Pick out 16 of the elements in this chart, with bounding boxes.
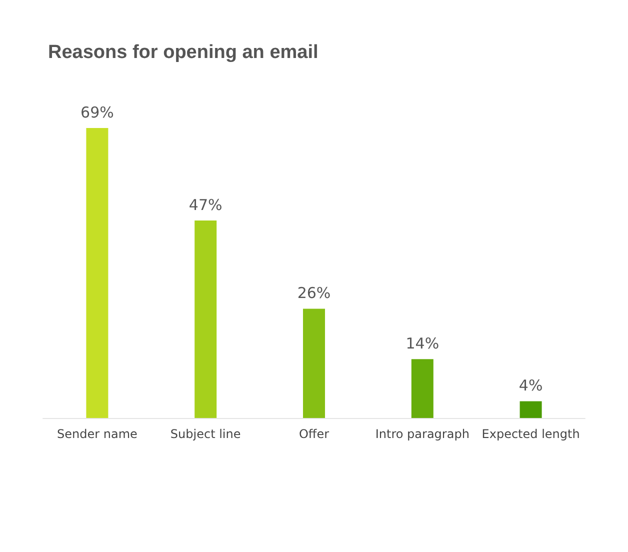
data-label: 14%: [406, 334, 440, 353]
bar: [411, 359, 434, 418]
x-tick-label: Offer: [298, 427, 330, 441]
data-label: 69%: [80, 104, 114, 122]
bar: [194, 220, 217, 418]
data-label: 4%: [518, 376, 543, 395]
x-tick-label: Intro paragraph: [375, 427, 470, 441]
bar: [303, 308, 325, 418]
x-tick-label: Sender name: [57, 427, 138, 441]
x-tick-label: Subject line: [170, 427, 241, 441]
chart-title: Reasons for opening an email: [48, 42, 318, 63]
data-label: 47%: [188, 196, 222, 214]
bar: [520, 401, 542, 418]
bar: [86, 128, 108, 418]
data-label: 26%: [297, 284, 331, 302]
x-tick-label: Expected length: [482, 427, 580, 441]
